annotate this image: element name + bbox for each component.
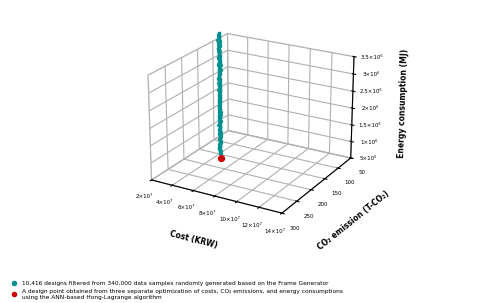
Legend: 10,416 designs filtered from 340,000 data samples randomly generated based on th: 10,416 designs filtered from 340,000 dat… bbox=[8, 281, 344, 300]
Y-axis label: CO₂ emission (T-CO₂): CO₂ emission (T-CO₂) bbox=[316, 189, 390, 251]
X-axis label: Cost (KRW): Cost (KRW) bbox=[168, 229, 218, 250]
